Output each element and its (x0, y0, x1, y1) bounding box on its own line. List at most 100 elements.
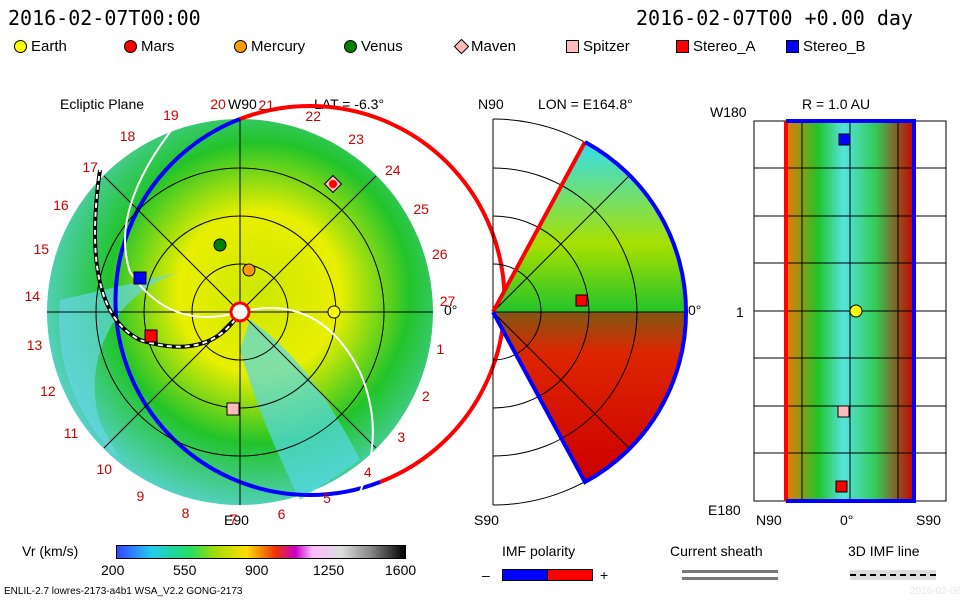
panel2-meridional (491, 118, 689, 506)
panel3-radial-map (753, 119, 947, 503)
imf-positive-swatch (547, 569, 593, 581)
carrington-label: 12 (40, 383, 56, 400)
colorbar-label: Vr (km/s) (22, 543, 79, 559)
panel3-x-right: S90 (916, 512, 941, 528)
carrington-label: 22 (305, 108, 321, 125)
stereo-b-marker (133, 271, 147, 285)
colorbar-tick: 1250 (313, 562, 345, 578)
carrington-label: 6 (277, 505, 286, 522)
sun-icon (229, 301, 251, 323)
carrington-label: 15 (33, 241, 50, 258)
legend-venus: Venus (344, 38, 403, 55)
carrington-label: 5 (323, 489, 331, 506)
carrington-label: 13 (26, 336, 43, 353)
carrington-label: 4 (363, 463, 372, 480)
spitzer-marker-icon (566, 40, 579, 53)
carrington-label: 1 (436, 341, 445, 358)
slow-wind-region (59, 272, 181, 460)
stereo-b-marker-icon (786, 40, 799, 53)
carrington-label: 27 (439, 293, 456, 310)
imf-sector-line (239, 307, 374, 513)
spitzer-marker (837, 405, 850, 418)
header-offset: 2016-02-07T00 +0.00 day (636, 6, 913, 30)
mercury-marker (242, 263, 256, 277)
legend-label: Stereo_B (803, 38, 866, 55)
legend-spitzer: Spitzer (566, 38, 630, 55)
carrington-label: 14 (24, 288, 41, 305)
panel2-bottom-label: S90 (474, 512, 499, 528)
legend-label: Venus (361, 38, 403, 55)
stereo-a-marker (835, 480, 848, 493)
imf3d-legend-line (850, 574, 936, 576)
legend-label: Earth (31, 38, 67, 55)
3d-imf-line-dash (94, 169, 241, 348)
venus-marker-icon (344, 40, 357, 53)
carrington-label: 8 (181, 504, 190, 521)
carrington-label: 20 (210, 96, 226, 113)
carrington-label: 2 (422, 387, 430, 404)
panel2-lon: LON = E164.8° (538, 96, 633, 112)
header-date: 2016-02-07T00:00 (8, 6, 201, 30)
stereo-a-marker (575, 294, 588, 307)
mercury-marker-icon (234, 40, 247, 53)
panel1-right-label: 0° (444, 302, 458, 318)
cyan-stream-region (240, 320, 360, 500)
stereo-b-marker (838, 133, 851, 146)
panel2-top-label: N90 (478, 96, 504, 112)
imf-plus: + (600, 567, 609, 583)
carrington-label: 23 (348, 130, 364, 147)
imf-sector-line (124, 131, 241, 318)
legend-label: Mercury (251, 38, 306, 55)
panel3-x-left: N90 (756, 512, 782, 528)
colorbar (116, 545, 406, 559)
panel2-right-label: 0° (688, 302, 702, 318)
legend-mercury: Mercury (234, 38, 305, 55)
imf-minus: – (482, 567, 490, 583)
spitzer-marker (226, 402, 240, 416)
carrington-label: 16 (53, 196, 69, 213)
earth-marker-icon (14, 40, 27, 53)
footer-run-info: ENLIL-2.7 lowres-2173-a4b1 WSA_V2.2 GONG… (4, 586, 243, 597)
stereo-a-marker-icon (676, 40, 689, 53)
carrington-label: 9 (136, 487, 145, 504)
positive-sector-rim (239, 103, 507, 484)
panel3-mid: 1 (736, 304, 744, 320)
earth-marker (327, 305, 341, 319)
carrington-label: 11 (63, 425, 79, 442)
current-sheath-line (682, 577, 778, 580)
carrington-label: 21 (258, 96, 275, 113)
imf3d-title: 3D IMF line (848, 543, 920, 559)
legend-earth: Earth (14, 38, 67, 55)
carrington-label: 25 (413, 201, 429, 218)
panel3-bottomleft: E180 (708, 502, 741, 518)
carrington-label: 19 (163, 106, 179, 123)
mars-marker (329, 180, 337, 188)
carrington-label: 26 (431, 245, 448, 262)
carrington-label: 24 (384, 162, 401, 179)
legend-stereo-a: Stereo_A (676, 38, 756, 55)
colorbar-tick: 900 (245, 562, 269, 578)
imf-polarity-title: IMF polarity (502, 543, 576, 559)
legend-label: Spitzer (583, 38, 630, 55)
carrington-label: 7 (229, 510, 238, 527)
legend-label: Stereo_A (693, 38, 756, 55)
panel1-top-label: W90 (228, 96, 257, 112)
panel1-title: Ecliptic Plane (60, 96, 145, 112)
legend-label: Mars (141, 38, 175, 55)
imf-negative-swatch (502, 569, 548, 581)
carrington-label: 10 (96, 460, 113, 477)
legend-stereo-b: Stereo_B (786, 38, 866, 55)
panel3-x-mid: 0° (840, 512, 854, 528)
footer-date: 2016-02-06 (910, 586, 960, 597)
negative-sector-rim (113, 117, 381, 498)
legend-label: Maven (471, 38, 517, 55)
carrington-label: 3 (397, 429, 406, 446)
carrington-label: 17 (82, 158, 98, 175)
colorbar-tick: 550 (173, 562, 197, 578)
stereo-a-marker (144, 329, 158, 343)
mars-marker-icon (124, 40, 137, 53)
current-sheath-title: Current sheath (670, 543, 763, 559)
panel3-topleft: W180 (710, 104, 747, 120)
carrington-label: 18 (119, 127, 136, 144)
